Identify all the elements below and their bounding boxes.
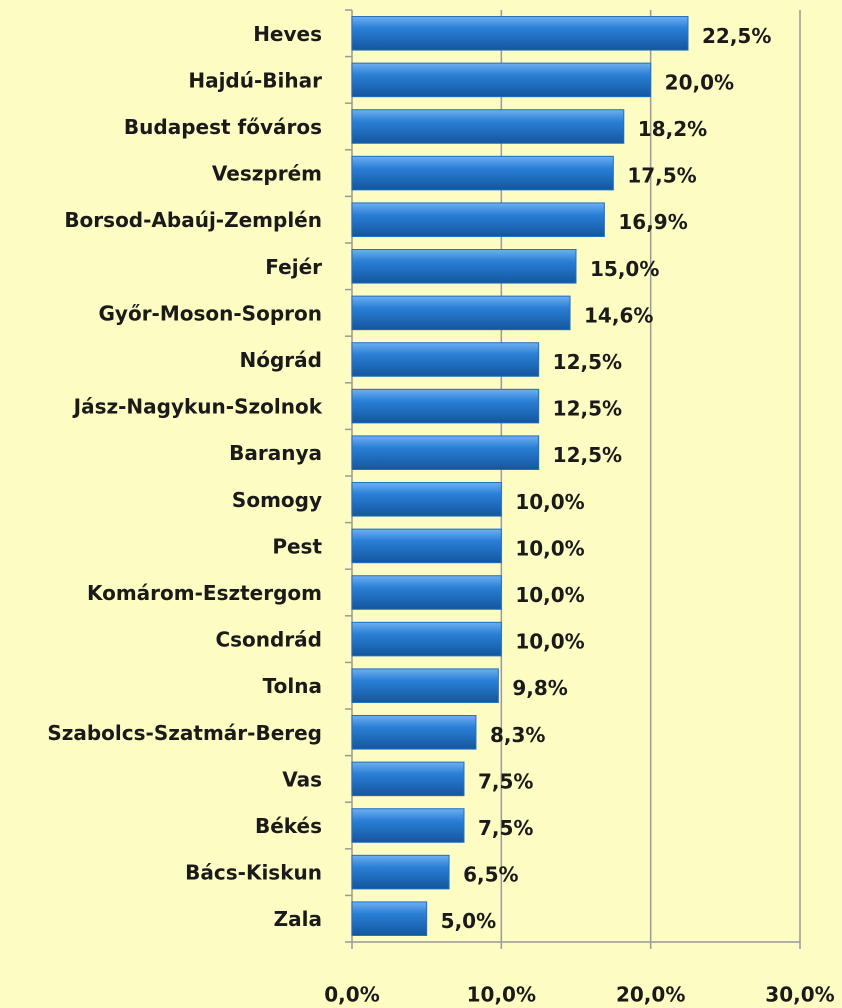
value-label: 6,5% bbox=[463, 863, 518, 887]
x-tick-label: 0,0% bbox=[324, 983, 379, 1007]
y-tick-label: Bács-Kiskun bbox=[185, 861, 322, 885]
value-label: 10,0% bbox=[515, 490, 584, 514]
value-label: 10,0% bbox=[515, 630, 584, 654]
value-label: 9,8% bbox=[512, 676, 567, 700]
bar bbox=[351, 62, 652, 98]
value-label: 7,5% bbox=[478, 816, 533, 840]
y-tick-label: Budapest főváros bbox=[124, 115, 322, 139]
value-label: 16,9% bbox=[618, 210, 687, 234]
y-tick-label: Hajdú-Bihar bbox=[188, 68, 322, 92]
y-tick-label: Győr-Moson-Sopron bbox=[99, 301, 323, 325]
value-label: 22,5% bbox=[702, 24, 771, 48]
y-tick-label: Nógrád bbox=[240, 348, 322, 372]
value-label: 10,0% bbox=[515, 583, 584, 607]
bar bbox=[351, 202, 605, 237]
value-label: 20,0% bbox=[665, 70, 734, 94]
bar bbox=[351, 854, 450, 890]
bar bbox=[351, 808, 465, 843]
y-tick-label: Heves bbox=[253, 22, 322, 46]
bar bbox=[351, 668, 499, 703]
y-tick-label: Fejér bbox=[265, 255, 322, 279]
bar bbox=[351, 249, 577, 284]
x-tick-label: 10,0% bbox=[467, 983, 536, 1007]
bar bbox=[351, 109, 625, 144]
value-label: 8,3% bbox=[490, 723, 545, 747]
y-tick-label: Baranya bbox=[229, 441, 322, 465]
y-tick-label: Csondrád bbox=[215, 628, 322, 652]
value-label: 18,2% bbox=[638, 117, 707, 141]
bar bbox=[351, 342, 540, 377]
bar bbox=[351, 295, 571, 331]
bar bbox=[351, 16, 689, 51]
y-tick-label: Borsod-Abaúj-Zemplén bbox=[64, 208, 322, 232]
bar bbox=[351, 482, 502, 517]
y-tick-label: Pest bbox=[272, 534, 322, 558]
value-label: 15,0% bbox=[590, 257, 659, 281]
bar bbox=[351, 715, 477, 750]
bar bbox=[351, 575, 502, 610]
value-label: 14,6% bbox=[584, 303, 653, 327]
y-tick-label: Somogy bbox=[232, 488, 322, 512]
y-tick-label: Jász-Nagykun-Szolnok bbox=[72, 395, 323, 419]
x-tick-label: 30,0% bbox=[765, 983, 834, 1007]
bar bbox=[351, 528, 502, 564]
bar bbox=[351, 621, 502, 657]
bar bbox=[351, 388, 540, 424]
y-tick-label: Tolna bbox=[263, 674, 322, 698]
value-label: 12,5% bbox=[553, 443, 622, 467]
value-label: 10,0% bbox=[515, 536, 584, 560]
value-label: 5,0% bbox=[441, 909, 496, 933]
bar bbox=[351, 155, 614, 191]
value-label: 12,5% bbox=[553, 397, 622, 421]
value-label: 17,5% bbox=[627, 164, 696, 188]
y-tick-label: Vas bbox=[282, 767, 322, 791]
bar bbox=[351, 901, 428, 936]
bar bbox=[351, 761, 465, 797]
y-tick-label: Komárom-Esztergom bbox=[87, 581, 322, 605]
y-tick-label: Veszprém bbox=[212, 162, 322, 186]
y-tick-label: Szabolcs-Szatmár-Bereg bbox=[47, 721, 322, 745]
value-label: 12,5% bbox=[553, 350, 622, 374]
y-tick-label: Zala bbox=[274, 907, 322, 931]
x-tick-label: 20,0% bbox=[616, 983, 685, 1007]
y-tick-label: Békés bbox=[255, 814, 322, 838]
value-label: 7,5% bbox=[478, 769, 533, 793]
bar bbox=[351, 435, 540, 470]
